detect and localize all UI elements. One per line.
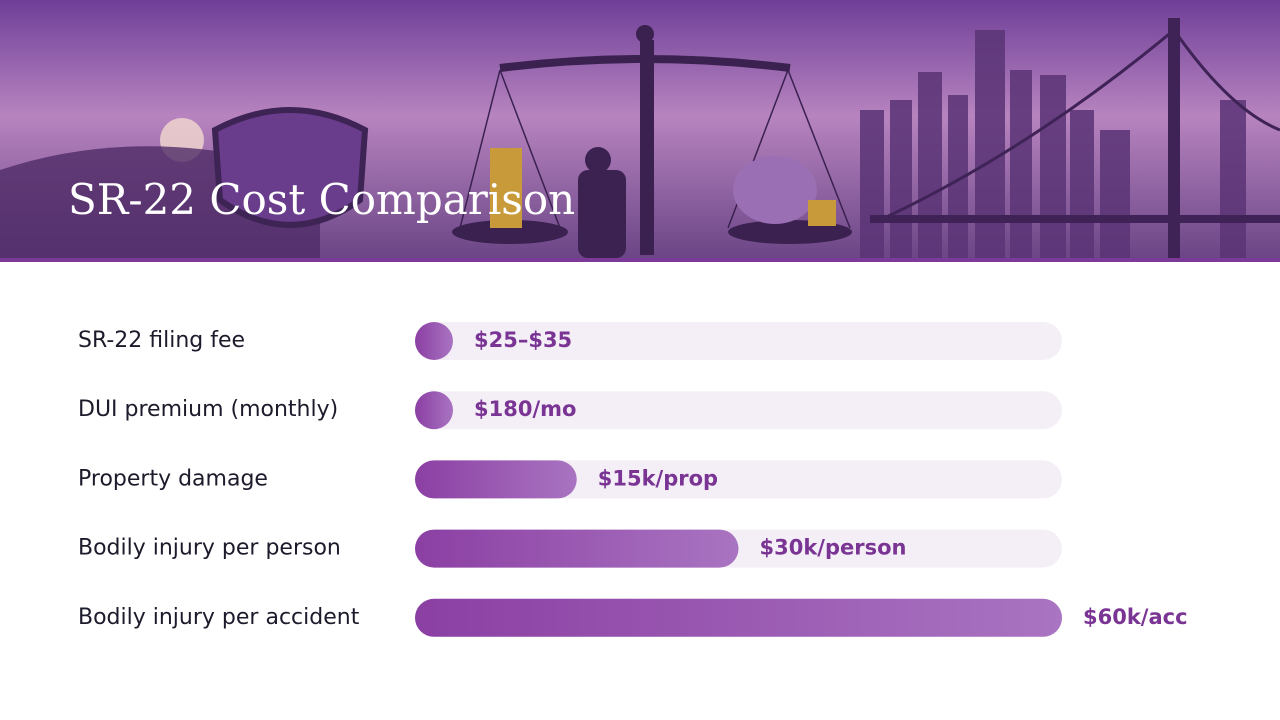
category-label: DUI premium (monthly) (78, 397, 338, 422)
category-label: Bodily injury per person (78, 536, 341, 561)
bar (415, 322, 453, 360)
bar (415, 460, 577, 499)
bar (415, 529, 739, 568)
category-label: SR-22 filing fee (78, 328, 245, 353)
category-label: Property damage (78, 466, 268, 491)
bar (415, 598, 1062, 637)
value-label: $180/mo (474, 397, 576, 421)
bar-track (415, 391, 1062, 430)
value-label: $25–$35 (474, 328, 572, 352)
value-label: $30k/person (760, 536, 907, 560)
bar-track (415, 322, 1062, 360)
category-label: Bodily injury per accident (78, 605, 360, 630)
value-label: $60k/acc (1083, 605, 1188, 629)
value-label: $15k/prop (598, 466, 718, 490)
bar (415, 391, 453, 430)
banner (0, 0, 1280, 262)
bar-track (415, 460, 1062, 499)
chart-title: SR-22 Cost Comparison (68, 175, 575, 224)
